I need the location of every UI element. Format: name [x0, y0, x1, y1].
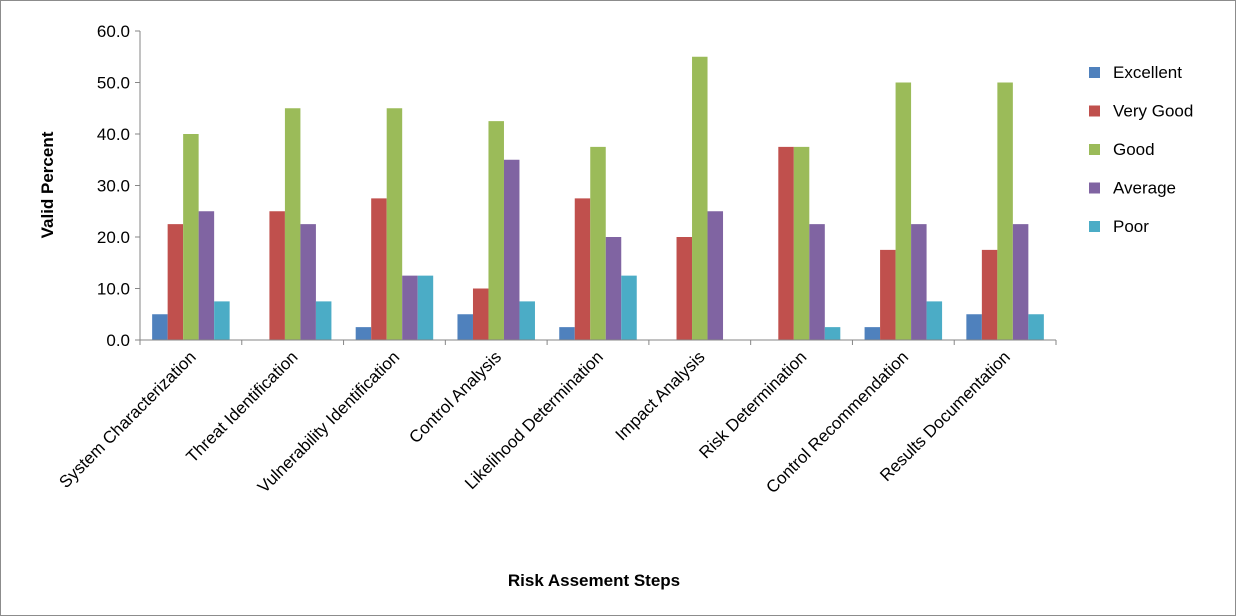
bar-average-8 — [911, 224, 927, 341]
legend-label: Excellent — [1113, 63, 1182, 82]
bar-very-good-4 — [472, 288, 489, 340]
legend-label: Good — [1113, 140, 1155, 159]
bar-poor-1 — [214, 301, 230, 341]
legend-swatch — [1089, 144, 1100, 155]
bar-excellent-4 — [457, 314, 473, 340]
bar-average-9 — [1012, 224, 1029, 341]
bar-good-1 — [183, 134, 199, 340]
bar-poor-4 — [519, 301, 535, 341]
y-axis-title: Valid Percent — [38, 131, 57, 238]
y-tick-label: 10.0 — [97, 280, 130, 299]
bar-very-good-9 — [981, 249, 998, 341]
x-tick-label: Risk Determination — [695, 347, 810, 462]
legend-label: Average — [1113, 179, 1176, 198]
x-tick-label: Control Analysis — [405, 347, 505, 447]
bar-excellent-1 — [152, 314, 168, 340]
y-tick-label: 30.0 — [97, 177, 130, 196]
legend: Excellent Very Good Good Average Poor — [1089, 63, 1193, 236]
bar-good-4 — [488, 121, 504, 341]
bar-average-3 — [402, 275, 418, 341]
bar-very-good-7 — [778, 146, 794, 341]
bar-excellent-8 — [864, 327, 881, 341]
bar-good-6 — [692, 56, 708, 340]
bar-poor-9 — [1028, 314, 1044, 340]
bar-good-7 — [793, 146, 810, 341]
x-tick-label: Impact Analysis — [612, 347, 709, 444]
bar-average-6 — [707, 211, 724, 340]
bar-average-2 — [300, 224, 316, 341]
bar-average-4 — [503, 159, 520, 340]
x-tick-label: System Characterization — [55, 347, 199, 491]
bar-good-5 — [590, 146, 606, 341]
bar-poor-2 — [315, 301, 332, 341]
bar-average-5 — [605, 237, 622, 340]
legend-swatch — [1089, 182, 1100, 194]
bar-good-3 — [386, 108, 403, 340]
bar-good-2 — [284, 108, 301, 340]
legend-label: Poor — [1113, 217, 1149, 236]
y-tick-label: 40.0 — [97, 125, 130, 144]
bar-excellent-5 — [559, 327, 575, 341]
bar-very-good-5 — [574, 198, 591, 341]
bar-poor-5 — [621, 275, 637, 341]
bar-poor-7 — [824, 327, 841, 341]
y-tick-label: 20.0 — [97, 228, 130, 247]
bar-good-9 — [997, 82, 1013, 340]
x-axis-title: Risk Assement Steps — [508, 571, 680, 590]
bar-good-8 — [895, 82, 912, 340]
bar-average-7 — [809, 224, 825, 341]
legend-swatch — [1089, 105, 1100, 117]
y-tick-label: 60.0 — [97, 22, 130, 41]
bar-very-good-2 — [269, 211, 285, 340]
bar-average-1 — [198, 211, 215, 340]
bar-very-good-3 — [371, 198, 387, 341]
bar-excellent-9 — [966, 314, 982, 340]
bar-excellent-3 — [355, 327, 372, 341]
legend-swatch — [1089, 221, 1100, 232]
bar-very-good-6 — [676, 237, 693, 340]
bar-poor-8 — [926, 301, 943, 341]
bar-very-good-8 — [880, 249, 896, 341]
bars-layer — [152, 56, 1044, 341]
x-tick-label: Threat Identification — [183, 347, 302, 466]
bar-poor-3 — [417, 275, 434, 341]
legend-label: Very Good — [1113, 102, 1193, 121]
y-tick-label: 50.0 — [97, 74, 130, 93]
legend-swatch — [1089, 67, 1100, 78]
y-tick-label: 0.0 — [106, 331, 130, 350]
bar-very-good-1 — [167, 224, 184, 341]
